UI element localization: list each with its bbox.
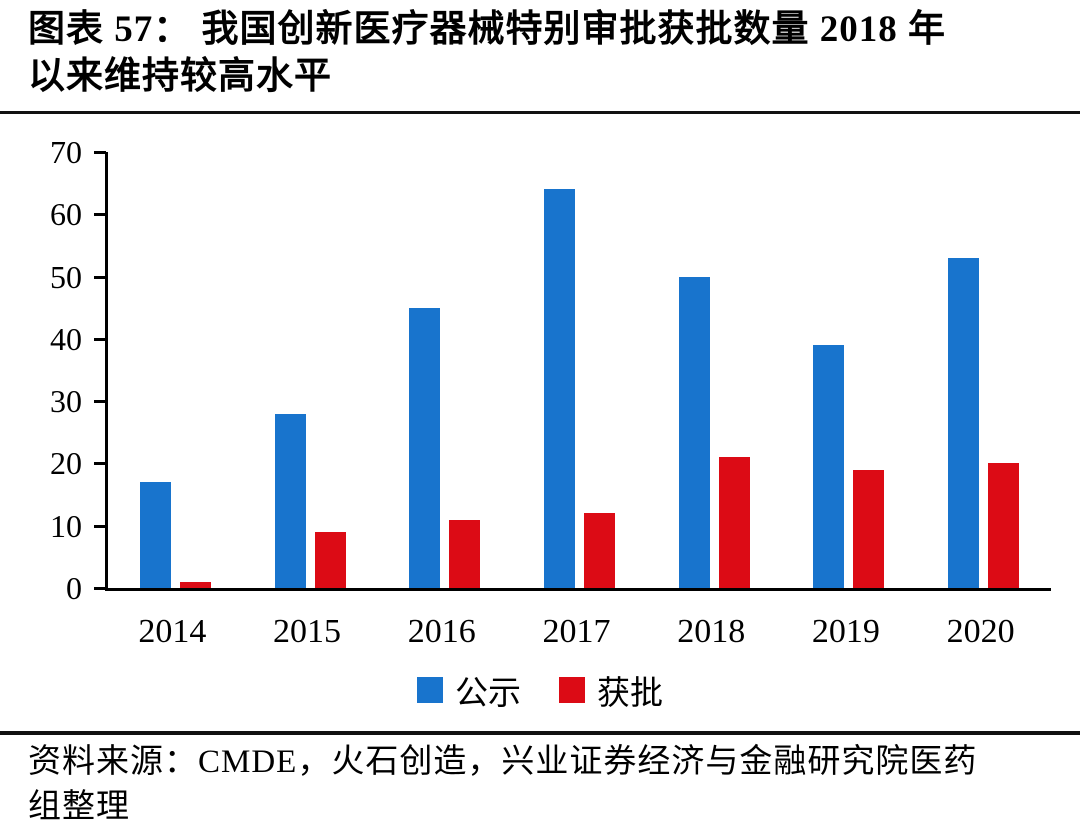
title-divider	[0, 111, 1080, 114]
source-note: 资料来源：CMDE，火石创造，兴业证券经济与金融研究院医药 组整理	[28, 740, 1056, 827]
bar-series2-2020	[988, 463, 1020, 588]
footer-divider	[0, 731, 1080, 735]
bar-group-2018	[647, 276, 782, 588]
x-axis-label: 2020	[946, 613, 1015, 650]
bar-group-2017	[512, 189, 647, 588]
bar-series2-2014	[179, 581, 211, 588]
x-axis-label: 2019	[811, 613, 880, 650]
legend-label-series1: 公示	[455, 676, 521, 712]
figure-title-line1: 图表 57： 我国创新医疗器械特别审批获批数量 2018 年	[28, 9, 946, 50]
bar-group-2020	[916, 257, 1051, 588]
figure-title-line2: 以来维持较高水平	[28, 56, 332, 97]
figure-title: 图表 57： 我国创新医疗器械特别审批获批数量 2018 年 以来维持较高水平	[28, 6, 1060, 100]
bar-group-2014	[108, 482, 243, 588]
source-note-line2: 组整理	[28, 789, 130, 825]
bar-group-2019	[782, 345, 917, 588]
y-axis-tick	[94, 587, 106, 590]
y-axis-tick	[94, 151, 106, 154]
y-tick-label: 70	[50, 134, 82, 170]
bar-series1-2014	[139, 482, 171, 588]
y-tick-label: 40	[50, 320, 82, 357]
y-axis-tick	[94, 337, 106, 341]
y-tick-label: 50	[50, 258, 82, 295]
y-tick-label: 60	[50, 196, 82, 233]
bar-chart: 0 10 20 30 40 50 60 70 2014 2015 2016 2017 2018 2019 2…	[0, 130, 1080, 655]
source-note-line1: 资料来源：CMDE，火石创造，兴业证券经济与金融研究院医药	[28, 744, 978, 780]
y-axis-tick	[94, 213, 106, 217]
y-tick-label: 20	[50, 445, 82, 482]
y-axis-tick	[94, 462, 106, 466]
bar-series2-2016	[449, 519, 481, 588]
x-axis-label: 2018	[677, 613, 746, 650]
x-axis-label: 2017	[542, 613, 611, 650]
bar-series2-2018	[718, 457, 750, 588]
bar-series2-2019	[853, 469, 885, 588]
bar-series1-2017	[543, 189, 575, 588]
legend-swatch-red-icon	[559, 677, 585, 703]
legend-label-series2: 获批	[597, 676, 663, 712]
y-axis-tick	[94, 400, 106, 404]
legend-swatch-blue-icon	[417, 677, 443, 703]
bar-series1-2018	[678, 276, 710, 588]
bar-series2-2017	[583, 513, 615, 588]
legend-item-series2: 获批	[559, 666, 663, 714]
bar-series1-2015	[274, 413, 306, 588]
bar-series1-2019	[813, 345, 845, 588]
chart-legend: 公示 获批	[0, 666, 1080, 714]
bar-series1-2020	[948, 257, 980, 588]
y-axis-tick	[94, 275, 106, 279]
plot-area	[105, 152, 1051, 591]
bar-series2-2015	[314, 531, 346, 588]
x-axis-label: 2014	[138, 613, 207, 650]
x-axis-label: 2016	[407, 613, 476, 650]
bar-group-2015	[243, 413, 378, 588]
x-axis-label: 2015	[273, 613, 342, 650]
y-tick-label: 0	[66, 570, 82, 606]
bar-group-2016	[377, 307, 512, 588]
legend-item-series1: 公示	[417, 666, 521, 714]
y-tick-label: 10	[50, 507, 82, 544]
y-tick-label: 30	[50, 383, 82, 420]
y-axis-tick	[94, 524, 106, 528]
bar-series1-2016	[409, 307, 441, 588]
